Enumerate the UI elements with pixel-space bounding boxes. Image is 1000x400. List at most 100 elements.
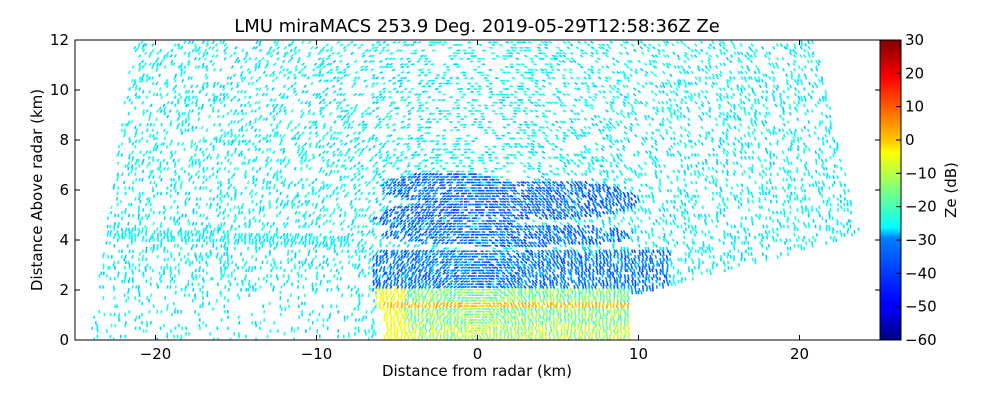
ze-cell: [589, 332, 592, 336]
ze-cell: [386, 265, 390, 270]
ze-cell: [481, 228, 485, 231]
ze-cell: [490, 236, 495, 239]
ze-cell: [105, 329, 108, 333]
ze-cell: [670, 199, 674, 204]
ze-cell: [548, 334, 551, 339]
ze-cell: [537, 301, 541, 306]
ze-cell: [502, 282, 507, 286]
ze-cell: [198, 318, 201, 322]
ze-cell: [563, 323, 565, 328]
ze-cell: [793, 232, 796, 237]
ze-cell: [540, 244, 545, 248]
ze-cell: [558, 307, 562, 311]
ze-cell: [689, 230, 693, 234]
ze-cell: [438, 329, 441, 333]
ze-cell: [599, 312, 602, 317]
ze-cell: [445, 274, 450, 278]
ze-cell: [171, 312, 174, 317]
ze-cell: [459, 222, 464, 225]
ze-cell: [578, 329, 581, 333]
ze-cell: [573, 227, 577, 232]
ze-cell: [113, 213, 117, 218]
ze-cell: [846, 221, 849, 226]
ze-cell: [805, 241, 808, 245]
ze-cell: [581, 312, 584, 317]
ze-cell: [156, 310, 159, 314]
ze-cell: [456, 329, 460, 333]
ze-cell: [700, 252, 704, 256]
ze-cell: [498, 208, 503, 212]
ze-cell: [141, 312, 143, 317]
ze-cell: [587, 323, 590, 328]
ze-cell: [767, 243, 771, 248]
ze-cell: [468, 329, 472, 333]
ze-cell: [395, 219, 400, 223]
ze-cell: [381, 205, 386, 209]
ze-cell: [269, 274, 272, 278]
ze-cell: [683, 221, 687, 226]
ze-cell: [247, 287, 250, 292]
ze-cell: [548, 257, 552, 262]
ze-cell: [439, 276, 443, 281]
ze-cell: [180, 337, 183, 340]
ze-cell: [463, 304, 467, 308]
ze-cell: [486, 334, 489, 339]
ze-cell: [456, 334, 459, 339]
ze-cell: [389, 307, 392, 311]
ze-cell: [789, 210, 792, 215]
ze-cell: [463, 320, 467, 325]
ze-cell: [343, 210, 347, 215]
ze-cell: [234, 227, 238, 232]
ze-cell: [520, 332, 523, 336]
ze-cell: [523, 208, 528, 212]
ze-cell: [516, 233, 521, 237]
ze-cell: [163, 257, 166, 262]
ze-cell: [234, 238, 238, 243]
ze-cell: [113, 221, 117, 226]
ze-cell: [94, 321, 97, 325]
ze-cell: [397, 337, 400, 340]
ze-cell: [675, 241, 679, 245]
ze-cell: [350, 254, 354, 259]
ze-cell: [298, 265, 302, 270]
ze-cell: [312, 257, 315, 262]
ze-cell: [174, 307, 177, 311]
ze-cell: [480, 250, 484, 253]
ze-cell: [201, 243, 204, 248]
ze-cell: [498, 301, 503, 306]
ze-cell: [396, 332, 398, 336]
ze-cell: [234, 263, 238, 267]
ze-cell: [473, 321, 478, 324]
ze-cell: [421, 318, 425, 322]
ze-cell: [128, 310, 131, 314]
ze-cell: [236, 282, 239, 287]
ze-cell: [485, 337, 488, 340]
ze-cell: [450, 329, 453, 333]
ze-cell: [355, 318, 357, 322]
ze-cell: [540, 254, 545, 259]
ze-cell: [445, 315, 449, 320]
ze-cell: [477, 206, 482, 209]
ze-cell: [491, 208, 496, 212]
ze-cell: [322, 323, 325, 328]
ze-cell: [541, 222, 545, 226]
ze-cell: [223, 304, 226, 309]
ze-cell: [467, 321, 472, 325]
ze-cell: [367, 271, 370, 276]
ze-cell: [550, 320, 553, 325]
ze-cell: [570, 205, 574, 209]
ze-cell: [523, 241, 528, 245]
ze-cell: [134, 296, 137, 300]
ze-cell: [279, 304, 282, 309]
ze-cell: [456, 241, 461, 245]
ze-cell: [405, 254, 410, 259]
ze-cell: [510, 320, 514, 325]
ze-cell: [616, 221, 620, 226]
ze-cell: [492, 211, 496, 214]
ze-cell: [456, 282, 461, 286]
ze-cell: [473, 318, 477, 322]
ze-cell: [556, 309, 560, 314]
ze-cell: [578, 337, 580, 340]
ze-cell: [432, 337, 435, 340]
ze-cell: [629, 235, 633, 240]
